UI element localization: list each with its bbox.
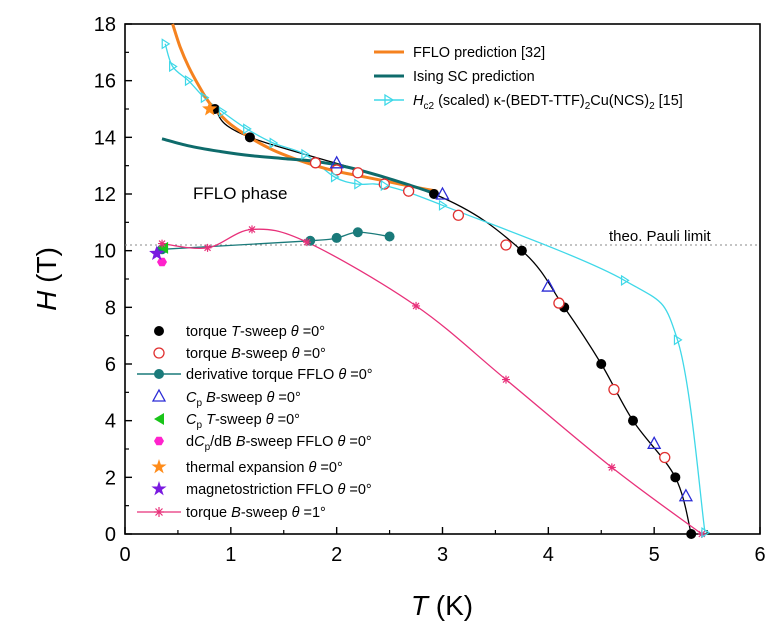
data-point [157, 257, 167, 267]
legend-cp-t-sweep-marker [154, 413, 164, 425]
x-tick-label: 1 [225, 544, 236, 566]
y-tick-label: 6 [105, 354, 116, 376]
data-point [301, 148, 311, 160]
legend-torque-b-sweep-marker [153, 347, 165, 359]
y-tick-label: 16 [94, 71, 116, 93]
legend-magnetostriction-label: magnetostriction FFLO θ =0° [186, 482, 372, 498]
y-tick-label: 0 [105, 524, 116, 546]
data-point [244, 132, 255, 143]
legend-cp-t-sweep-label: Cp T-sweep θ =0° [186, 412, 300, 431]
legend-torque-b-sweep-label: torque B-sweep θ =0° [186, 346, 326, 362]
series-line-11 [161, 137, 433, 195]
data-point [352, 167, 364, 179]
legend-top: FFLO prediction [32] Ising SC prediction… [374, 45, 683, 112]
data-point [628, 415, 638, 426]
data-point [701, 526, 711, 539]
y-tick-label: 12 [94, 184, 116, 206]
data-point [412, 301, 421, 310]
y-tick-label: 10 [94, 241, 116, 263]
legend-torque-t-sweep-marker [154, 326, 164, 336]
legend-derivative-torque-marker [154, 369, 164, 379]
pauli-limit-label: theo. Pauli limit [609, 228, 712, 245]
legend-bottom: torque T-sweep θ =0° torque B-sweep θ =0… [137, 324, 373, 521]
data-point [384, 231, 395, 242]
x-tick-label: 5 [649, 544, 660, 566]
data-point [149, 245, 165, 260]
data-point [659, 451, 671, 464]
fflo-phase-label: FFLO phase [193, 184, 288, 203]
data-point [620, 274, 630, 287]
legend-cp-b-sweep-marker [151, 388, 167, 402]
legend-derivative-torque-label: derivative torque FFLO θ =0° [186, 367, 373, 383]
data-point [303, 238, 312, 247]
data-point [541, 278, 556, 292]
legend-magnetostriction-marker [151, 481, 167, 496]
y-tick-label: 14 [94, 127, 116, 149]
data-point [516, 245, 527, 256]
legend-torque-b-sweep-1deg-label: torque B-sweep θ =1° [186, 505, 326, 521]
x-tick-label: 4 [543, 544, 554, 566]
data-point [161, 38, 171, 50]
data-point [243, 123, 252, 135]
data-point [330, 171, 340, 183]
y-tick-label: 8 [105, 297, 116, 319]
legend-thermal-expansion-label: thermal expansion θ =0° [186, 460, 343, 476]
data-point [202, 101, 218, 116]
data-point [331, 232, 342, 243]
data-point [158, 241, 169, 254]
data-point [553, 297, 565, 309]
data-point [354, 178, 363, 190]
x-axis-title: T (K) [411, 590, 473, 621]
legend-torque-t-sweep-label: torque T-sweep θ =0° [186, 324, 325, 340]
data-point [670, 472, 681, 483]
data-point [596, 359, 607, 369]
legend-dcp-db-label: dCp/dB B-sweep FFLO θ =0° [186, 434, 372, 453]
data-point [269, 137, 279, 149]
data-point [309, 157, 322, 169]
legend-ising-prediction-label: Ising SC prediction [413, 69, 535, 85]
data-point [429, 189, 440, 199]
legend-hc2-scaled-marker [384, 93, 395, 107]
data-point [673, 334, 683, 346]
legend-hc2-scaled-label: Hc2 (scaled) κ-(BEDT-TTF)2Cu(NCS)2 [15] [413, 93, 683, 112]
legend-fflo-prediction-label: FFLO prediction [32] [413, 45, 545, 61]
data-point [452, 209, 465, 221]
data-point [647, 435, 662, 449]
data-point [158, 239, 167, 248]
data-point [352, 227, 363, 238]
data-point [248, 225, 256, 234]
x-tick-label: 2 [331, 544, 342, 566]
y-axis-title: H (T) [31, 247, 62, 311]
data-point [438, 199, 448, 211]
data-point [435, 186, 450, 200]
data-point [200, 92, 210, 104]
legend-thermal-expansion-marker [151, 459, 167, 474]
legend-dcp-db-marker [154, 436, 164, 446]
data-point [502, 375, 510, 384]
data-point [678, 488, 694, 502]
legend-cp-b-sweep-label: Cp B-sweep θ =0° [186, 390, 301, 409]
data-point [380, 179, 390, 192]
y-tick-label: 4 [105, 411, 116, 433]
y-tick-label: 18 [94, 14, 116, 36]
data-point [184, 75, 194, 87]
data-point [607, 463, 616, 472]
x-tick-label: 6 [754, 544, 765, 566]
x-tick-label: 3 [437, 544, 448, 566]
y-tick-label: 2 [105, 467, 116, 489]
data-point [686, 529, 697, 539]
data-point [218, 106, 228, 118]
data-point [402, 185, 415, 197]
series-line-9 [164, 43, 706, 533]
data-point [329, 155, 344, 169]
data-point [608, 383, 620, 396]
series-markers [149, 38, 711, 539]
data-point [203, 243, 212, 252]
data-point [169, 60, 178, 73]
x-tick-label: 0 [119, 544, 130, 566]
data-point [500, 239, 512, 251]
legend-torque-b-sweep-1deg-marker [154, 507, 164, 517]
